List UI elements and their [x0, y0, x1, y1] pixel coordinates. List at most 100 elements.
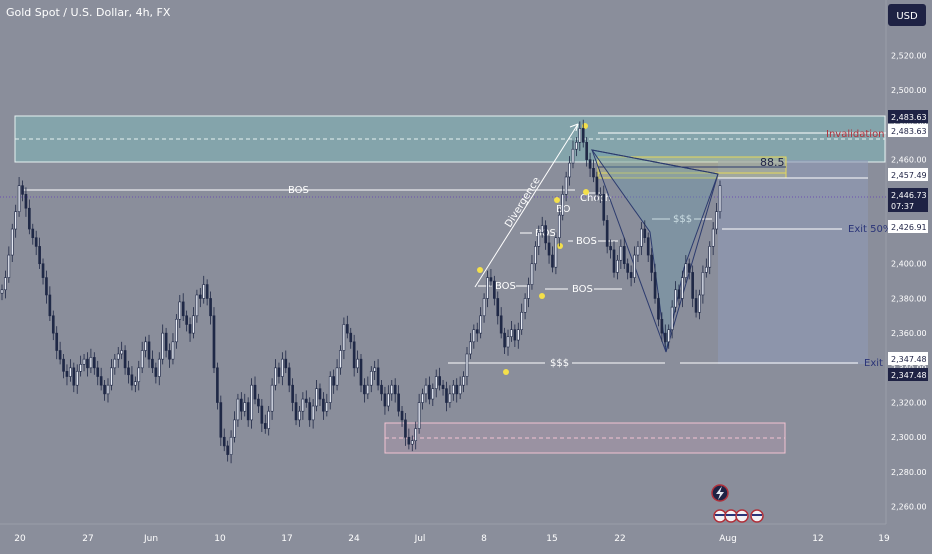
- price-label: 2,483.63: [891, 113, 927, 122]
- us-flag-icon[interactable]: [735, 509, 749, 523]
- candle-body: [475, 329, 479, 334]
- candle-body: [397, 393, 400, 412]
- candles: [0, 119, 722, 464]
- candle-body: [575, 141, 578, 150]
- candle-body: [304, 398, 308, 403]
- y-tick-label: 2,380.00: [891, 294, 927, 303]
- us-flag-icon[interactable]: [750, 509, 764, 523]
- candle-body: [677, 289, 681, 299]
- liquidity-label-bottom: $$$: [550, 358, 569, 369]
- bos-label-1: BOS: [495, 281, 516, 292]
- candle-body: [308, 402, 312, 421]
- candle-body: [34, 237, 38, 247]
- candle-body: [660, 318, 664, 334]
- candle-body: [691, 272, 694, 299]
- candle-body: [99, 376, 103, 386]
- candle-body: [79, 364, 82, 372]
- price-label: 2,457.49: [891, 171, 927, 180]
- marker-dot: [539, 293, 545, 299]
- marker-dot: [503, 369, 509, 375]
- candle-body: [103, 384, 106, 395]
- candle-body: [469, 341, 472, 355]
- candle-body: [212, 315, 216, 369]
- candle-body: [250, 384, 253, 421]
- candle-body: [106, 384, 110, 395]
- candle-body: [496, 298, 500, 317]
- y-tick-label: 2,520.00: [891, 52, 927, 61]
- candle-body: [28, 207, 31, 230]
- x-tick-label: 22: [614, 534, 625, 544]
- candle-body: [233, 419, 236, 438]
- price-axis-background: [886, 0, 932, 550]
- candle-body: [335, 367, 339, 386]
- candle-body: [479, 315, 482, 334]
- x-tick-label: 12: [812, 534, 823, 544]
- candle-body: [667, 329, 671, 343]
- price-label-box: [888, 220, 928, 233]
- candle-body: [612, 249, 616, 273]
- x-tick-label: 8: [481, 534, 487, 544]
- candle-body: [352, 341, 356, 369]
- y-tick-label: 2,500.00: [891, 86, 927, 95]
- candle-body: [383, 393, 387, 407]
- candle-body: [657, 298, 660, 320]
- x-tick-label: 15: [546, 534, 557, 544]
- candle-body: [506, 336, 510, 348]
- price-label: 2,426.91: [891, 223, 927, 232]
- candle-body: [373, 367, 377, 372]
- candle-body: [424, 384, 428, 395]
- candle-body: [653, 272, 657, 299]
- us-flag-icon[interactable]: [713, 509, 727, 523]
- us-flag-icon[interactable]: [724, 509, 738, 523]
- candle-body: [410, 440, 414, 445]
- bos-label-long: BOS: [288, 185, 309, 196]
- candle-body: [113, 358, 117, 369]
- candle-body: [7, 254, 11, 278]
- candle-body: [465, 353, 469, 377]
- candle-body: [294, 402, 298, 421]
- divergence-arrowhead: [569, 123, 579, 132]
- candle-body: [629, 272, 633, 278]
- price-labels: 2,483.63 2,483.63 2,457.49 2,446.73 07:37 2,4…: [888, 110, 928, 381]
- candle-body: [540, 225, 544, 233]
- candle-body: [253, 384, 257, 400]
- candle-body: [185, 315, 188, 325]
- candle-body: [448, 393, 452, 403]
- candle-body: [482, 298, 486, 317]
- candle-body: [236, 398, 240, 421]
- candle-body: [404, 419, 407, 438]
- chart-title: Gold Spot / U.S. Dollar, 4h, FX: [6, 6, 171, 19]
- exit50-label: Exit 50%: [848, 224, 892, 235]
- candle-body: [698, 294, 701, 313]
- candle-body: [4, 277, 7, 291]
- lightning-icon[interactable]: [711, 484, 729, 502]
- candle-body: [438, 376, 441, 386]
- candle-body: [219, 402, 223, 438]
- harmonic-leg-bd: [665, 173, 719, 353]
- candle-body: [345, 324, 349, 334]
- candle-body: [181, 301, 185, 317]
- candle-body: [513, 329, 517, 341]
- candle-body: [640, 228, 643, 247]
- candle-body: [318, 388, 322, 400]
- price-label: 2,483.63: [891, 127, 927, 136]
- candle-body: [137, 367, 141, 383]
- candle-body: [544, 225, 547, 244]
- candle-body: [393, 384, 397, 395]
- candle-body: [674, 289, 677, 308]
- candle-body: [284, 358, 288, 369]
- candle-body: [503, 332, 506, 348]
- candle-body: [434, 376, 438, 389]
- candle-body: [192, 315, 195, 334]
- y-tick-label: 2,280.00: [891, 468, 927, 477]
- y-tick-label: 2,460.00: [891, 156, 927, 165]
- candle-body: [270, 384, 274, 412]
- currency-button[interactable]: [888, 4, 926, 26]
- candle-body: [646, 237, 650, 256]
- candle-body: [359, 358, 363, 386]
- candle-body: [387, 393, 390, 407]
- candle-body: [89, 357, 93, 369]
- candle-body: [363, 384, 366, 395]
